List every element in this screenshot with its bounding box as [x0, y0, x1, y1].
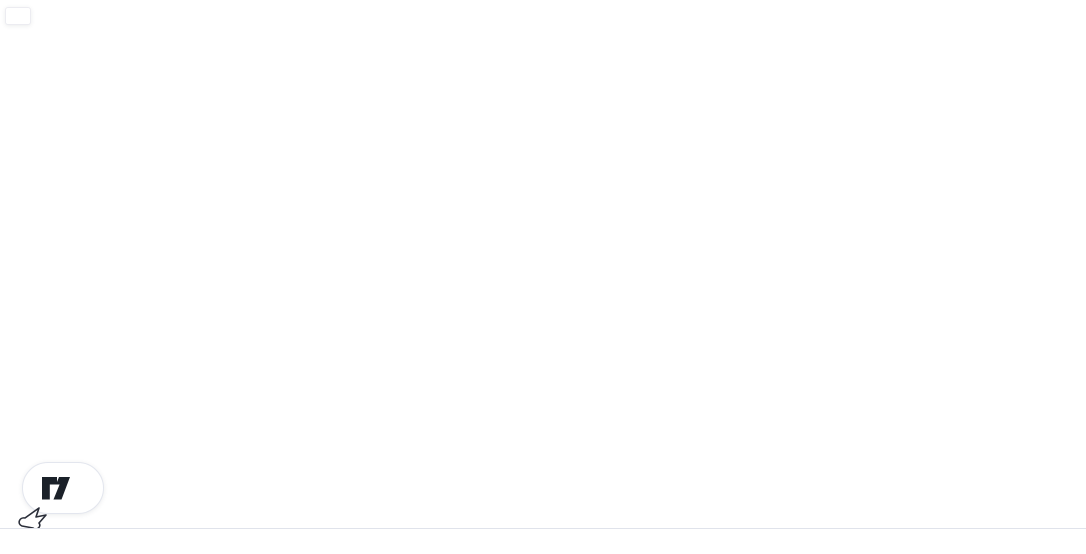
symbol-legend[interactable] — [5, 7, 31, 25]
tradingview-logo-icon — [42, 476, 70, 499]
price-badge — [1017, 385, 1081, 403]
callouts-layer — [0, 0, 1086, 528]
tradingview-logo[interactable] — [22, 462, 104, 514]
time-axis[interactable] — [0, 528, 1086, 554]
